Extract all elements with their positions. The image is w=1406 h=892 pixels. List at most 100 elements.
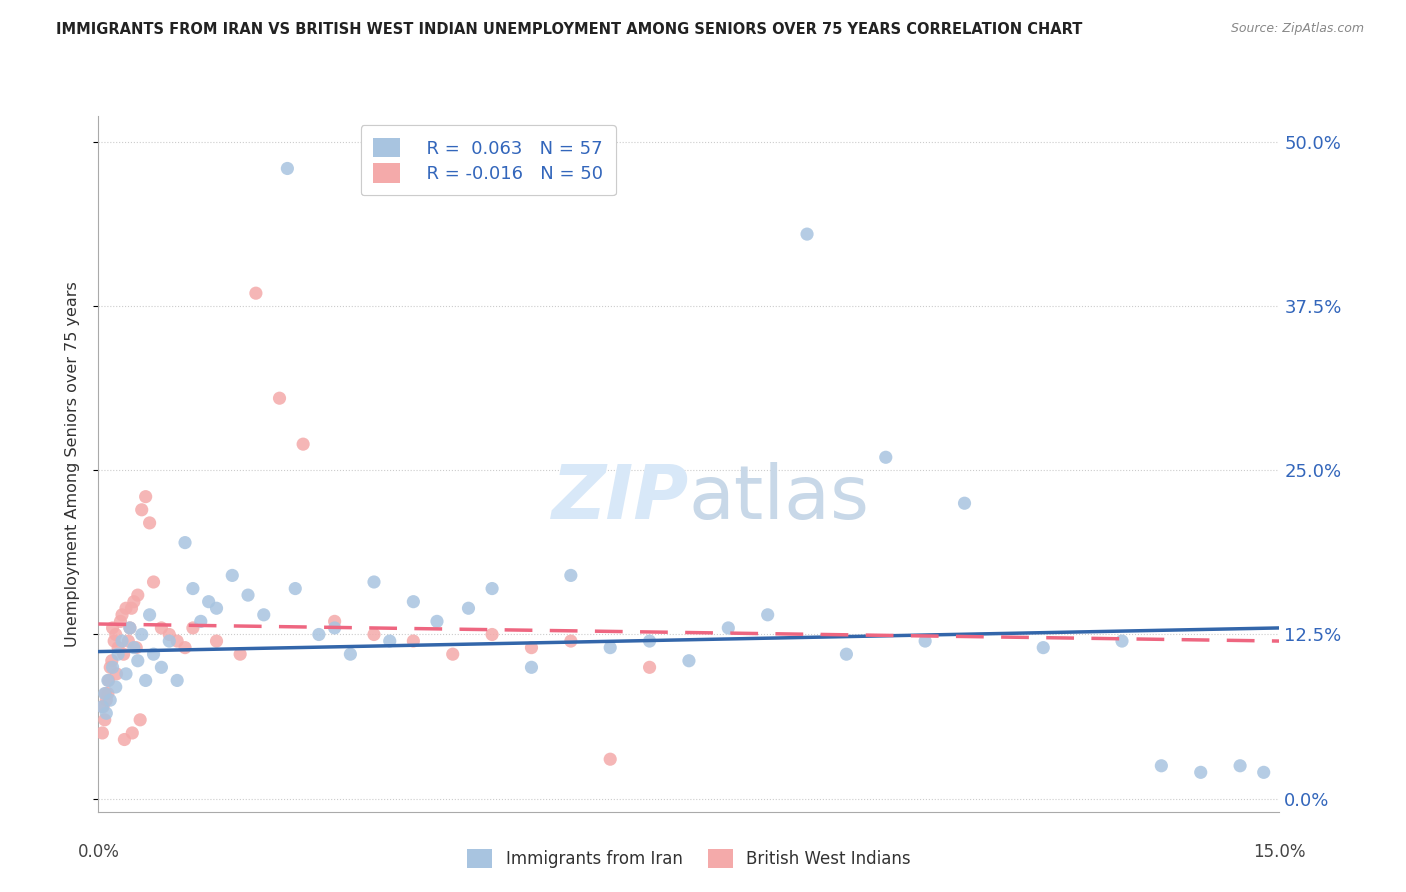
Point xyxy=(638,634,661,648)
Point xyxy=(426,615,449,629)
Point xyxy=(111,634,134,648)
Point xyxy=(138,607,160,622)
Point xyxy=(98,693,121,707)
Point xyxy=(127,588,149,602)
Point xyxy=(599,752,621,766)
Point xyxy=(914,634,936,648)
Point xyxy=(112,732,135,747)
Point xyxy=(1253,765,1275,780)
Point xyxy=(229,647,252,661)
Point xyxy=(1229,758,1251,772)
Point xyxy=(953,496,976,510)
Point xyxy=(481,627,503,641)
Text: ZIP: ZIP xyxy=(551,462,689,535)
Point xyxy=(121,601,143,615)
Point xyxy=(142,647,165,661)
Point xyxy=(118,621,141,635)
Point xyxy=(121,726,143,740)
Point xyxy=(107,647,129,661)
Point xyxy=(138,516,160,530)
Point xyxy=(1150,758,1173,772)
Point xyxy=(150,660,173,674)
Point xyxy=(284,582,307,596)
Point xyxy=(103,634,125,648)
Point xyxy=(122,640,145,655)
Point xyxy=(197,595,219,609)
Point xyxy=(105,666,128,681)
Point xyxy=(181,621,204,635)
Point xyxy=(96,706,118,721)
Point xyxy=(101,621,124,635)
Point xyxy=(481,582,503,596)
Text: Source: ZipAtlas.com: Source: ZipAtlas.com xyxy=(1230,22,1364,36)
Point xyxy=(181,582,204,596)
Point xyxy=(323,615,346,629)
Point xyxy=(101,654,124,668)
Point xyxy=(118,621,141,635)
Point xyxy=(402,595,425,609)
Point xyxy=(104,627,127,641)
Point xyxy=(205,634,228,648)
Point xyxy=(127,654,149,668)
Point xyxy=(107,640,129,655)
Point xyxy=(599,640,621,655)
Point xyxy=(205,601,228,615)
Point xyxy=(363,574,385,589)
Point xyxy=(402,634,425,648)
Point xyxy=(97,673,120,688)
Point xyxy=(717,621,740,635)
Point xyxy=(110,615,132,629)
Point xyxy=(1032,640,1054,655)
Point xyxy=(323,621,346,635)
Point xyxy=(1189,765,1212,780)
Point xyxy=(441,647,464,661)
Point xyxy=(560,568,582,582)
Point xyxy=(520,660,543,674)
Point xyxy=(363,627,385,641)
Point xyxy=(112,647,135,661)
Point xyxy=(221,568,243,582)
Point xyxy=(560,634,582,648)
Point xyxy=(98,660,121,674)
Point xyxy=(796,227,818,241)
Point xyxy=(678,654,700,668)
Point xyxy=(190,615,212,629)
Point xyxy=(835,647,858,661)
Point xyxy=(166,673,188,688)
Point xyxy=(91,726,114,740)
Point xyxy=(245,286,267,301)
Point xyxy=(91,699,114,714)
Point xyxy=(111,607,134,622)
Point xyxy=(135,673,157,688)
Point xyxy=(520,640,543,655)
Y-axis label: Unemployment Among Seniors over 75 years: Unemployment Among Seniors over 75 years xyxy=(65,281,80,647)
Point xyxy=(339,647,361,661)
Text: 0.0%: 0.0% xyxy=(77,843,120,861)
Point xyxy=(135,490,157,504)
Point xyxy=(378,634,401,648)
Point xyxy=(101,660,124,674)
Point xyxy=(150,621,173,635)
Point xyxy=(115,601,138,615)
Point xyxy=(875,450,897,465)
Point xyxy=(131,503,153,517)
Point xyxy=(292,437,315,451)
Point xyxy=(115,666,138,681)
Point xyxy=(122,595,145,609)
Point xyxy=(174,535,197,549)
Point xyxy=(104,680,127,694)
Point xyxy=(117,634,139,648)
Text: 15.0%: 15.0% xyxy=(1253,843,1306,861)
Legend:   R =  0.063   N = 57,   R = -0.016   N = 50: R = 0.063 N = 57, R = -0.016 N = 50 xyxy=(361,125,616,195)
Point xyxy=(756,607,779,622)
Point xyxy=(96,693,118,707)
Text: atlas: atlas xyxy=(689,462,870,535)
Point xyxy=(276,161,298,176)
Text: IMMIGRANTS FROM IRAN VS BRITISH WEST INDIAN UNEMPLOYMENT AMONG SENIORS OVER 75 Y: IMMIGRANTS FROM IRAN VS BRITISH WEST IND… xyxy=(56,22,1083,37)
Point xyxy=(638,660,661,674)
Point xyxy=(93,687,115,701)
Point xyxy=(125,640,148,655)
Point xyxy=(93,713,115,727)
Point xyxy=(166,634,188,648)
Point xyxy=(142,574,165,589)
